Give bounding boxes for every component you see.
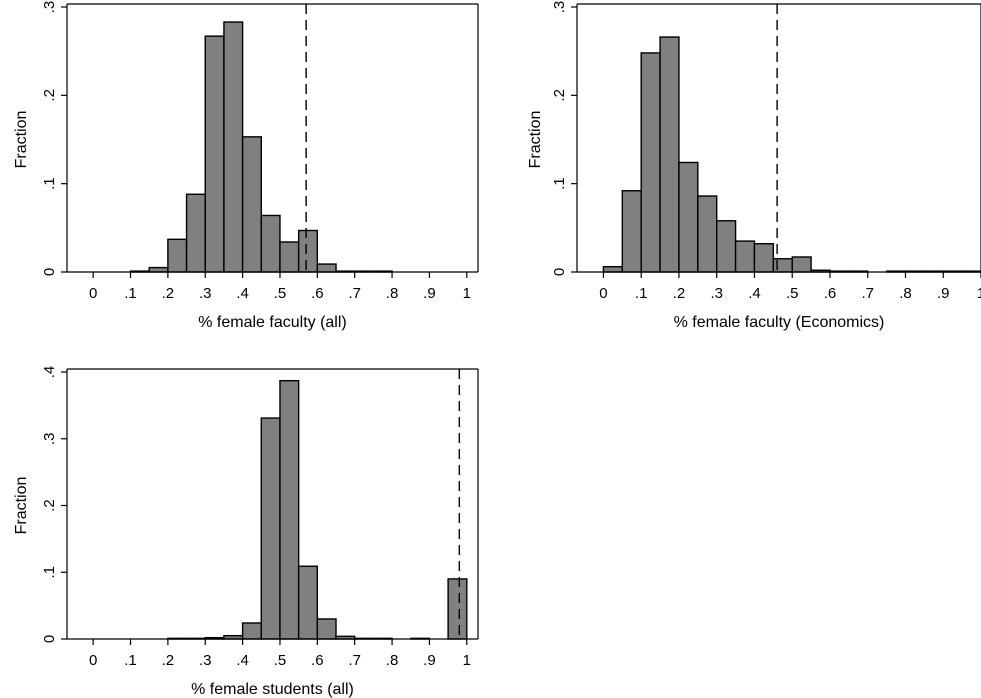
x-tick-label: .7 [348, 652, 361, 669]
histogram-bar [621, 190, 642, 273]
x-tick-label: 1 [977, 285, 981, 302]
x-tick-label: .1 [124, 285, 137, 302]
x-tick-label: .4 [236, 285, 249, 302]
histogram-bar [223, 21, 244, 273]
x-tick-label: .9 [937, 285, 950, 302]
chart-faculty-all: 0 .1 .2 .3 0 .1 .2 .3 .4 .5 .6 .7 .8 .9 1 % female facu… [13, 1, 479, 331]
histogram-bar [602, 266, 624, 273]
y-tick-label: .2 [41, 499, 58, 512]
x-tick-label: .2 [162, 285, 175, 302]
x-tick-label: 0 [89, 652, 97, 669]
x-tick-label: .7 [861, 285, 874, 302]
y-axis-title: Fraction [13, 477, 30, 535]
x-axis-title: % female students (all) [191, 681, 354, 698]
x-tick-label: .7 [348, 285, 361, 302]
histogram-bar [260, 417, 281, 640]
x-tick-label: .3 [710, 285, 723, 302]
histogram-bar [697, 195, 718, 273]
x-tick-label: .2 [162, 652, 175, 669]
x-tick-label: .5 [274, 652, 287, 669]
histogram-bar [716, 220, 737, 273]
histogram-bar [167, 238, 188, 273]
histogram-bar [734, 240, 756, 273]
histogram-bar [279, 379, 300, 640]
x-tick-label: .5 [274, 285, 287, 302]
x-tick-label: 0 [89, 285, 97, 302]
x-tick-label: .4 [236, 652, 249, 669]
x-tick-label: .1 [635, 285, 648, 302]
x-tick-label: 1 [463, 285, 471, 302]
histogram-bar [316, 618, 337, 640]
y-tick-label: .1 [551, 177, 568, 190]
histogram-bar [772, 258, 793, 273]
x-tick-label: 0 [599, 285, 607, 302]
x-tick-label: .1 [124, 652, 137, 669]
y-tick-label: .4 [41, 366, 58, 379]
chart-faculty-economics: 0 .1 .2 .3 0 .1 .2 .3 .4 .5 .6 .7 .8 .9 1 % female facu… [527, 1, 981, 331]
y-tick-label: 0 [41, 268, 58, 276]
histogram-bar [659, 36, 680, 273]
x-tick-label: .5 [786, 285, 799, 302]
y-axis-title: Fraction [13, 111, 30, 169]
histogram-bar [148, 266, 169, 273]
histogram-bar [678, 161, 699, 273]
histogram-bar [753, 243, 775, 273]
x-tick-label: 1 [463, 652, 471, 669]
x-tick-label: .6 [311, 285, 324, 302]
chart-panel-faculty-economics: 0 .1 .2 .3 0 .1 .2 .3 .4 .5 .6 .7 .8 .9 1 % female facu… [500, 0, 981, 340]
x-tick-label: .4 [748, 285, 761, 302]
histogram-bar [640, 52, 661, 273]
histogram-bar [316, 263, 337, 273]
y-axis-title: Fraction [527, 111, 544, 169]
histogram-bar [279, 241, 300, 273]
y-tick-label: .3 [41, 1, 58, 14]
x-tick-label: .3 [199, 652, 212, 669]
histogram-bar [297, 229, 319, 273]
x-tick-label: .8 [386, 285, 399, 302]
y-tick-label: 0 [41, 635, 58, 643]
y-tick-label: .3 [551, 1, 568, 14]
x-tick-label: .2 [673, 285, 686, 302]
x-tick-label: .3 [199, 285, 212, 302]
y-tick-label: .3 [41, 432, 58, 445]
histogram-bar [447, 578, 468, 640]
x-axis-title: % female faculty (Economics) [674, 314, 885, 331]
histogram-bar [185, 193, 206, 273]
histogram-bar [241, 622, 262, 640]
y-tick-label: 0 [551, 268, 568, 276]
y-tick-label: .1 [41, 177, 58, 190]
y-tick-label: .2 [41, 89, 58, 102]
y-tick-label: .2 [551, 89, 568, 102]
x-axis-title: % female faculty (all) [198, 314, 347, 331]
chart-panel-faculty-all: 0 .1 .2 .3 0 .1 .2 .3 .4 .5 .6 .7 .8 .9 1 % female facu… [0, 0, 480, 340]
x-tick-label: .9 [423, 652, 436, 669]
chart-students-all: 0 .1 .2 .3 .4 0 .1 .2 .3 .4 .5 .6 .7 .8 .9 1 % female st… [13, 366, 479, 698]
x-tick-label: .6 [311, 652, 324, 669]
x-tick-label: .9 [423, 285, 436, 302]
histogram-bar [260, 214, 281, 273]
x-tick-label: .8 [899, 285, 912, 302]
x-tick-label: .6 [824, 285, 837, 302]
histogram-bar [241, 136, 262, 273]
histogram-bar [204, 35, 225, 273]
y-tick-label: .1 [41, 566, 58, 579]
chart-panel-students-all: 0 .1 .2 .3 .4 0 .1 .2 .3 .4 .5 .6 .7 .8 .9 1 % female st… [0, 362, 480, 698]
histogram-bar [791, 256, 812, 273]
x-tick-label: .8 [386, 652, 399, 669]
histogram-bar [297, 565, 319, 640]
